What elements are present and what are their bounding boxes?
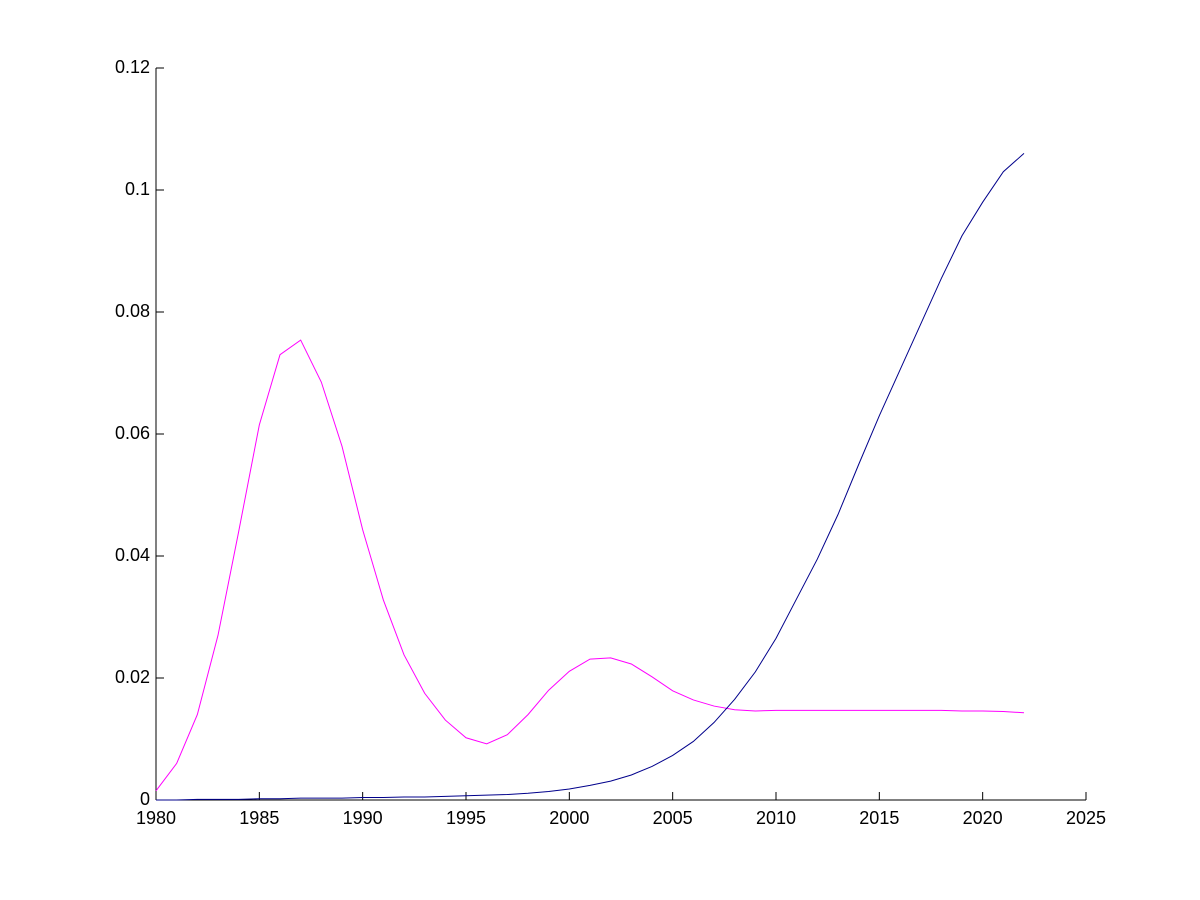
x-tick-label: 1980	[136, 808, 176, 828]
y-tick-label: 0.02	[115, 667, 150, 687]
y-tick-label: 0.1	[125, 179, 150, 199]
x-tick-label: 1985	[239, 808, 279, 828]
y-tick-label: 0	[140, 789, 150, 809]
y-tick-label: 0.04	[115, 545, 150, 565]
y-tick-label: 0.12	[115, 57, 150, 77]
x-tick-label: 2020	[963, 808, 1003, 828]
x-tick-label: 1995	[446, 808, 486, 828]
x-tick-label: 2010	[756, 808, 796, 828]
y-tick-label: 0.08	[115, 301, 150, 321]
x-tick-label: 1990	[343, 808, 383, 828]
line-series	[156, 153, 1025, 801]
y-tick-label: 0.06	[115, 423, 150, 443]
x-tick-label: 2025	[1066, 808, 1106, 828]
x-tick-label: 2005	[653, 808, 693, 828]
line-series	[155, 339, 1025, 792]
x-tick-label: 2000	[549, 808, 589, 828]
x-tick-label: 2015	[859, 808, 899, 828]
